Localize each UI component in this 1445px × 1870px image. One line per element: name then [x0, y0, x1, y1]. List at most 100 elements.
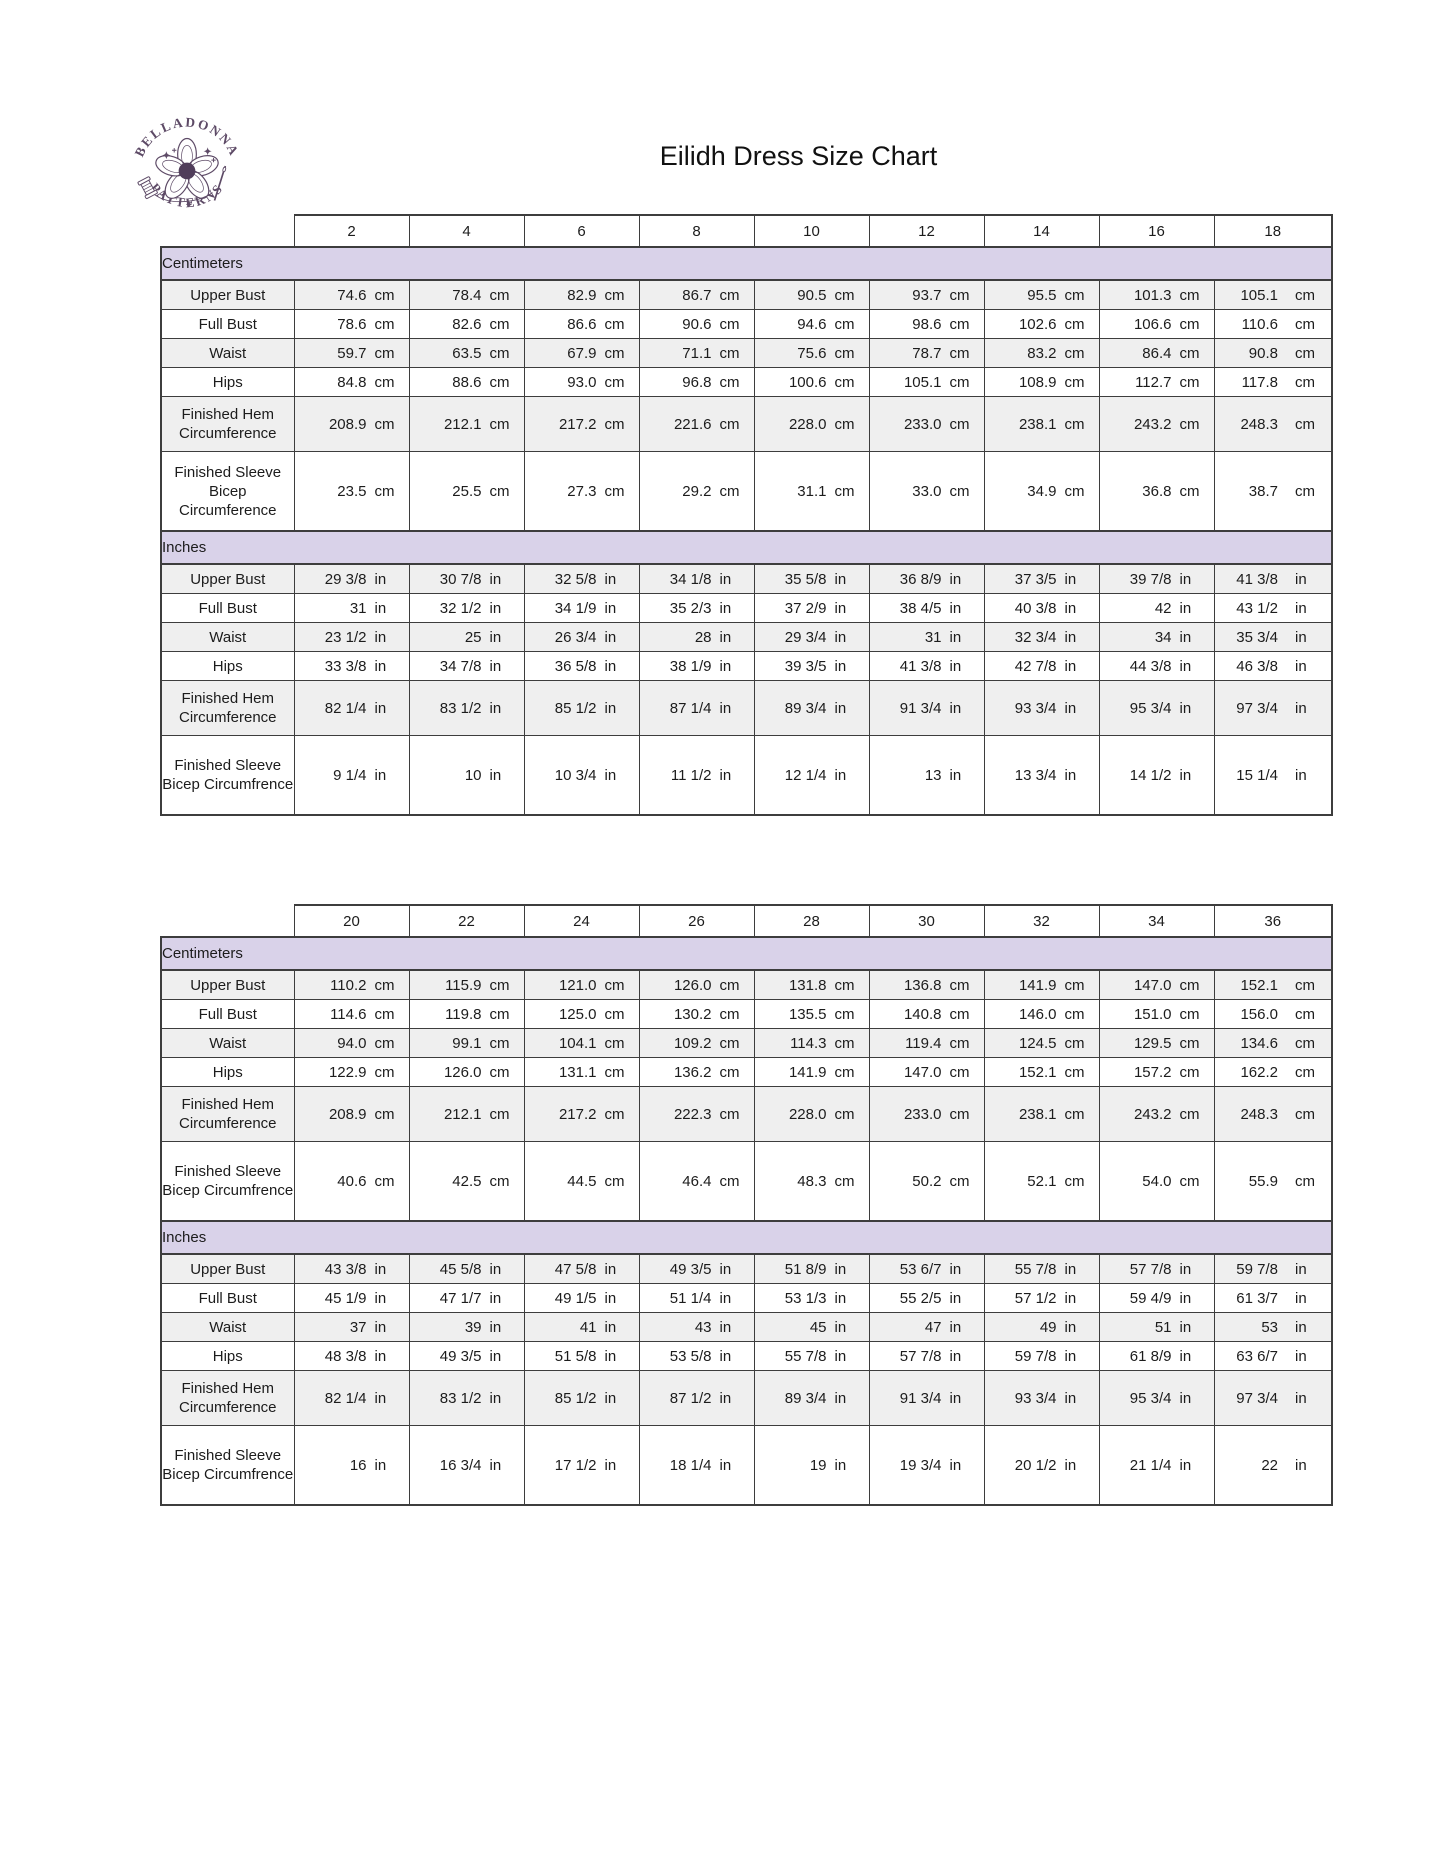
unit-label: in [949, 628, 962, 646]
measurement-value: 18 1/4 [669, 1456, 712, 1474]
measurement-value: 42 [1154, 599, 1172, 617]
unit-label: cm [949, 344, 970, 362]
unit-label: cm [1295, 344, 1315, 362]
measurement-row-label: Finished Sleeve Bicep Circumfrence [160, 735, 295, 816]
measurement-value-cell: 37 3/5 in [983, 563, 1100, 594]
measurement-value: 46 3/8 [1236, 657, 1278, 675]
table-row: Full Bust 45 1/9 in 47 1/7 in 49 1/5 in 51 1/4 i… [160, 1283, 1333, 1313]
measurement-value-cell: 98.6 cm [868, 309, 985, 339]
size-column-header: 12 [868, 214, 985, 248]
measurement-value: 21 1/4 [1129, 1456, 1172, 1474]
table-row: Finished Sleeve Bicep Circumference 23.5 c… [160, 451, 1333, 532]
unit-label: in [834, 766, 847, 784]
measurement-value: 55 7/8 [1014, 1260, 1057, 1278]
measurement-value-cell: 136.2 cm [638, 1057, 755, 1087]
measurement-value: 39 3/5 [784, 657, 827, 675]
measurement-value-cell: 43 1/2 in [1213, 593, 1333, 623]
measurement-value: 50.2 [912, 1172, 942, 1190]
measurement-value-cell: 97 3/4 in [1213, 1370, 1333, 1426]
unit-label: cm [1064, 286, 1085, 304]
measurement-row-label: Full Bust [160, 999, 295, 1029]
unit-label: cm [949, 1063, 970, 1081]
unit-label: in [489, 657, 502, 675]
measurement-row-label: Finished Hem Circumference [160, 1086, 295, 1142]
measurement-value-cell: 93.7 cm [868, 279, 985, 310]
unit-label: in [719, 1260, 732, 1278]
measurement-value: 25.5 [452, 482, 482, 500]
measurement-value-cell: 94.0 cm [293, 1028, 410, 1058]
measurement-value-cell: 51 5/8 in [523, 1341, 640, 1371]
unit-label: cm [1295, 1034, 1315, 1052]
measurement-value-cell: 221.6 cm [638, 396, 755, 452]
measurement-value: 31 [924, 628, 942, 646]
unit-label: cm [1064, 1034, 1085, 1052]
unit-label: in [489, 1260, 502, 1278]
table-row: Full Bust 114.6 cm 119.8 cm 125.0 cm 130.2 cm 135… [160, 999, 1333, 1029]
unit-label: cm [604, 344, 625, 362]
unit-label: cm [604, 1034, 625, 1052]
measurement-value-cell: 48 3/8 in [293, 1341, 410, 1371]
measurement-value: 78.7 [912, 344, 942, 362]
measurement-value-cell: 61 8/9 in [1098, 1341, 1215, 1371]
flower-icon [155, 137, 219, 199]
measurement-value: 55 2/5 [899, 1289, 942, 1307]
unit-label: cm [604, 315, 625, 333]
measurement-value: 89 3/4 [784, 699, 827, 717]
measurement-value: 51 8/9 [784, 1260, 827, 1278]
measurement-value-cell: 25 in [408, 622, 525, 652]
measurement-value-cell: 33.0 cm [868, 451, 985, 532]
measurement-value-cell: 83 1/2 in [408, 680, 525, 736]
measurement-value: 20 1/2 [1014, 1456, 1057, 1474]
measurement-value: 135.5 [788, 1005, 827, 1023]
measurement-value-cell: 105.1 cm [868, 367, 985, 397]
size-header-row: 2 4 6 8 10 12 14 16 18 [161, 214, 1333, 248]
measurement-value: 17 1/2 [554, 1456, 597, 1474]
measurement-value: 11 1/2 [670, 766, 712, 784]
table-row: Finished Sleeve Bicep Circumfrence 9 1/4 i… [160, 735, 1333, 816]
measurement-value-cell: 156.0 cm [1213, 999, 1333, 1029]
measurement-value-cell: 19 3/4 in [868, 1425, 985, 1506]
measurement-value: 59 7/8 [1014, 1347, 1057, 1365]
measurement-value-cell: 140.8 cm [868, 999, 985, 1029]
unit-label: cm [1295, 373, 1315, 391]
unit-label: cm [834, 315, 855, 333]
unit-label: cm [834, 482, 855, 500]
measurement-value: 41 3/8 [899, 657, 942, 675]
unit-label: cm [489, 315, 510, 333]
size-table-sizes-2-18: 2 4 6 8 10 12 14 16 18 Centimeters Upper Bust 74.6 c… [160, 214, 1333, 816]
measurement-value-cell: 52.1 cm [983, 1141, 1100, 1222]
measurement-row-label: Finished Hem Circumference [160, 1370, 295, 1426]
unit-label: in [1064, 699, 1077, 717]
measurement-value: 36 8/9 [899, 570, 942, 588]
measurement-value-cell: 93 3/4 in [983, 680, 1100, 736]
unit-label: cm [374, 1172, 395, 1190]
unit-label: in [604, 1318, 617, 1336]
table-row: Full Bust 31 in 32 1/2 in 34 1/9 in 35 2/3 in 37 … [160, 593, 1333, 623]
measurement-value: 86.7 [682, 286, 712, 304]
measurement-value-cell: 46.4 cm [638, 1141, 755, 1222]
measurement-row-label: Hips [160, 1057, 295, 1087]
measurement-value: 114.3 [790, 1034, 827, 1052]
unit-label: cm [1179, 373, 1200, 391]
measurement-value: 238.1 [1018, 1105, 1057, 1123]
measurement-value: 75.6 [797, 344, 827, 362]
measurement-value: 59 4/9 [1129, 1289, 1172, 1307]
measurement-value: 61 8/9 [1129, 1347, 1172, 1365]
measurement-row-label: Waist [160, 338, 295, 368]
measurement-value: 48.3 [797, 1172, 827, 1190]
measurement-value-cell: 217.2 cm [523, 1086, 640, 1142]
measurement-value: 136.2 [673, 1063, 712, 1081]
measurement-value-cell: 67.9 cm [523, 338, 640, 368]
measurement-value-cell: 82.9 cm [523, 279, 640, 310]
measurement-value-cell: 14 1/2 in [1098, 735, 1215, 816]
measurement-value-cell: 84.8 cm [293, 367, 410, 397]
unit-label: cm [949, 1172, 970, 1190]
measurement-value-cell: 32 3/4 in [983, 622, 1100, 652]
unit-label: in [604, 628, 617, 646]
unit-label: cm [489, 1005, 510, 1023]
measurement-value: 140.8 [903, 1005, 942, 1023]
measurement-value: 36 5/8 [554, 657, 597, 675]
unit-label: in [489, 1318, 502, 1336]
measurement-value-cell: 48.3 cm [753, 1141, 870, 1222]
measurement-row-label: Upper Bust [160, 279, 295, 310]
